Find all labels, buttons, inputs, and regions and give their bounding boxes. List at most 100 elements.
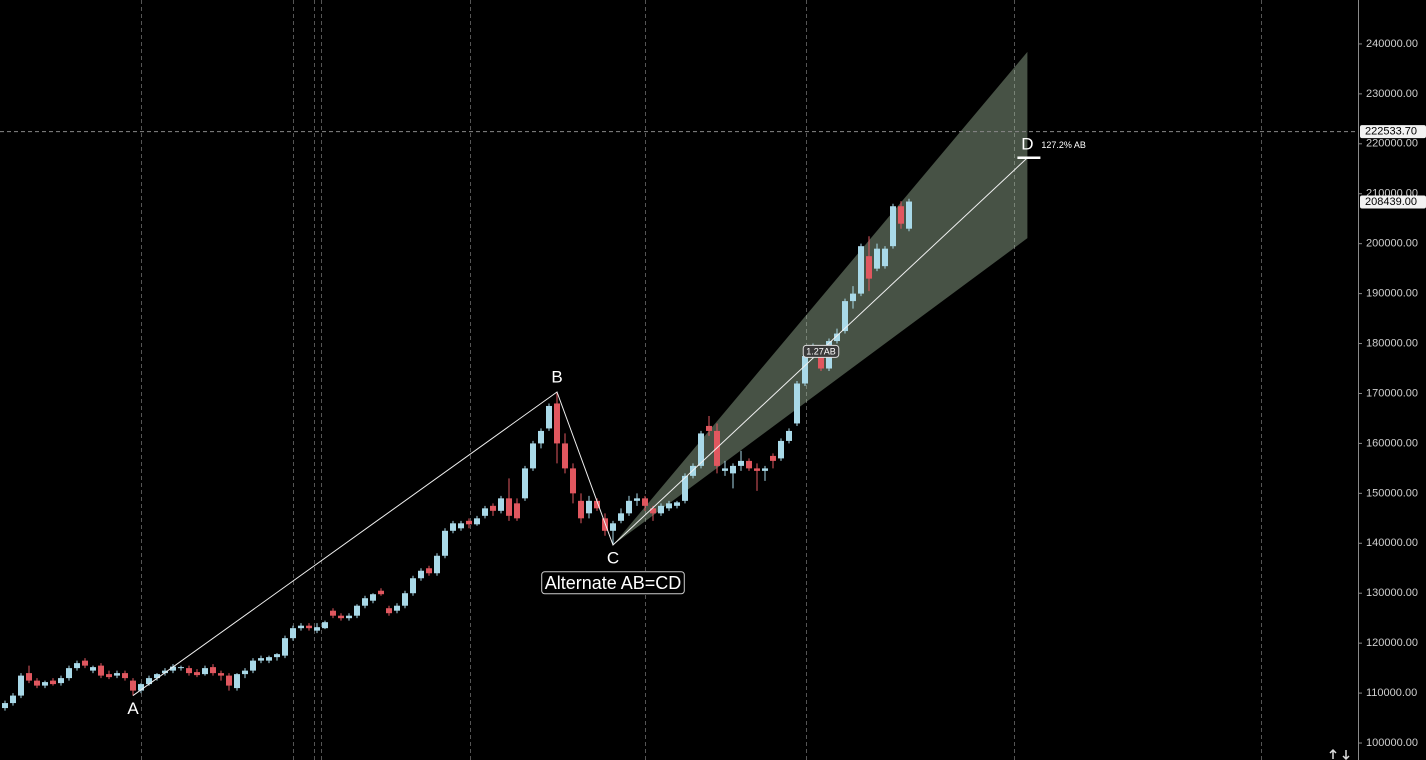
candle-body xyxy=(642,498,648,506)
candle-body xyxy=(234,674,240,689)
ratio-tag-box xyxy=(802,344,840,358)
candle-body xyxy=(426,568,432,574)
pattern-point-label: C xyxy=(607,549,619,568)
candle-body xyxy=(698,433,704,466)
candle-body xyxy=(138,684,144,691)
candle-body xyxy=(242,670,248,675)
candle-body xyxy=(258,658,264,661)
pattern-name: Alternate AB=CD xyxy=(545,573,682,593)
candle-body xyxy=(786,430,792,441)
candle-body xyxy=(306,625,312,629)
candle-body xyxy=(42,682,48,686)
y-tick-label: 150000.00 xyxy=(1366,487,1418,499)
candle-body xyxy=(354,605,360,616)
candle-body xyxy=(738,460,744,466)
candle-body xyxy=(778,440,784,459)
pattern-point-label: A xyxy=(127,699,139,718)
pattern-point-label: D xyxy=(1021,134,1033,153)
candle-body xyxy=(114,673,120,676)
candle-body xyxy=(890,206,896,247)
price-tag-label: 208439.00 xyxy=(1365,196,1417,208)
y-tick-label: 190000.00 xyxy=(1366,288,1418,300)
candle-body xyxy=(346,615,352,619)
price-tag-label: 222533.70 xyxy=(1365,126,1417,138)
candle-body xyxy=(282,638,288,656)
y-tick-label: 240000.00 xyxy=(1366,38,1418,50)
candle-body xyxy=(450,523,456,531)
y-tick-label: 180000.00 xyxy=(1366,337,1418,349)
candle-body xyxy=(290,628,296,639)
arrow-up[interactable] xyxy=(1329,748,1337,759)
y-tick-label: 120000.00 xyxy=(1366,637,1418,649)
y-tick-label: 110000.00 xyxy=(1366,687,1417,699)
candle-body xyxy=(490,505,496,511)
candle-body xyxy=(562,443,568,469)
candle-body xyxy=(794,383,800,424)
candle-body xyxy=(386,608,392,614)
candle-body xyxy=(154,674,160,679)
candle-body xyxy=(858,246,864,294)
candle-body xyxy=(850,293,856,302)
candle-body xyxy=(370,594,376,601)
candle-body xyxy=(554,403,560,444)
arrow-down[interactable] xyxy=(1342,750,1350,760)
candle-body xyxy=(442,530,448,556)
candle-body xyxy=(298,625,304,629)
candle-body xyxy=(466,520,472,525)
candle-body xyxy=(594,500,600,509)
candle-body xyxy=(626,500,632,514)
candle-body xyxy=(610,523,616,531)
candle-body xyxy=(514,503,520,519)
scroll-arrows[interactable] xyxy=(1329,748,1350,760)
candle-body xyxy=(474,518,480,525)
candle-body xyxy=(506,498,512,516)
candle-body xyxy=(618,513,624,521)
candle-body xyxy=(66,668,72,679)
candle-body xyxy=(362,598,368,606)
candle-body xyxy=(754,468,760,471)
candle-body xyxy=(322,622,328,629)
candle-body xyxy=(130,680,136,691)
candle-body xyxy=(330,610,336,616)
ratio-tag: 1.27AB xyxy=(806,346,836,356)
candle-body xyxy=(746,460,752,469)
candle-body xyxy=(74,663,80,669)
y-tick-label: 220000.00 xyxy=(1366,138,1418,150)
candle-body xyxy=(210,667,216,674)
candle-body xyxy=(706,425,712,431)
candle-body xyxy=(10,695,16,704)
candle-body xyxy=(770,455,776,461)
candle-body xyxy=(186,668,192,674)
candle-body xyxy=(522,468,528,499)
candle-body xyxy=(418,570,424,579)
pattern-name-group: Alternate AB=CD xyxy=(541,571,685,595)
candle-body xyxy=(898,206,904,224)
candle-body xyxy=(530,443,536,469)
candle-body xyxy=(378,590,384,595)
candle-body xyxy=(634,498,640,501)
candle-body xyxy=(586,500,592,514)
candle-body xyxy=(58,678,64,684)
price-tag-box xyxy=(1360,195,1426,209)
candle-body xyxy=(834,333,840,342)
candle-body xyxy=(674,502,680,506)
candle-body xyxy=(26,673,32,681)
candle-body xyxy=(50,680,56,685)
candle-body xyxy=(906,201,912,229)
candle-body xyxy=(818,353,824,369)
candle-body xyxy=(18,675,24,696)
candle-body xyxy=(482,508,488,516)
y-tick-label: 160000.00 xyxy=(1366,437,1418,449)
candle-body xyxy=(762,468,768,471)
candle-body xyxy=(682,475,688,501)
d-ratio-label: 127.2% AB xyxy=(1041,140,1086,150)
candle-body xyxy=(90,667,96,671)
candle-body xyxy=(650,508,656,514)
candle-body xyxy=(266,657,272,661)
candle-body xyxy=(458,523,464,529)
y-tick-label: 170000.00 xyxy=(1366,387,1418,399)
candle-body xyxy=(274,654,280,658)
candle-body xyxy=(546,405,552,429)
